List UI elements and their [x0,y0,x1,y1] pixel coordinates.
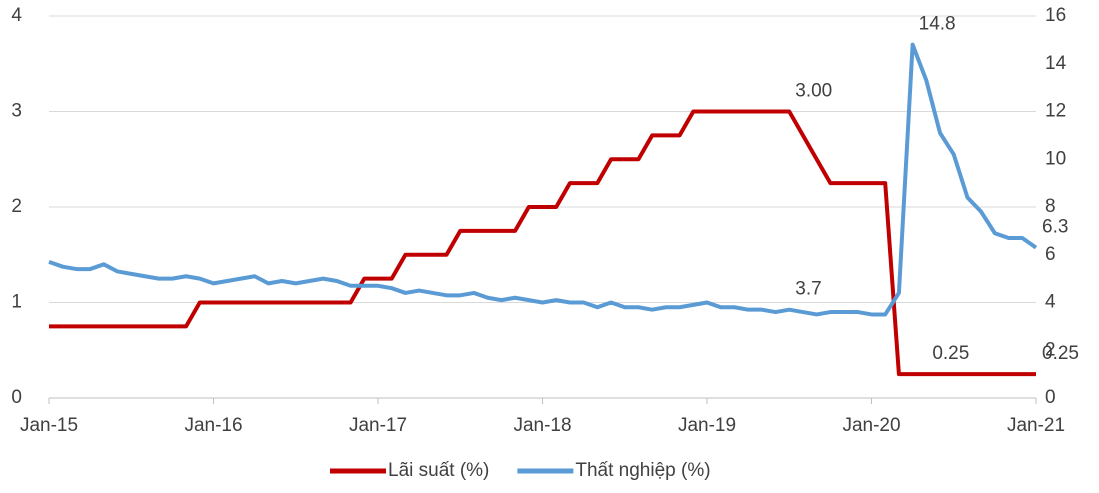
y-tick-label: 1 [11,292,22,313]
y2-tick-label: 14 [1045,53,1067,74]
x-tick-label: Jan-17 [349,415,407,436]
data-label: 0.25 [932,343,969,364]
data-label: 14.8 [919,14,956,35]
line-series [48,42,1038,317]
data-label: 3.00 [795,81,832,102]
x-tick-label: Jan-19 [678,415,736,436]
y2-tick-label: 2 [1045,339,1056,360]
data-label: 0.25 [1042,343,1079,364]
legend-label: Thất nghiệp (%) [575,460,710,481]
legend-label: Lãi suất (%) [388,460,489,481]
x-tick-label: Jan-21 [1007,415,1065,436]
x-tick-label: Jan-15 [20,415,78,436]
y-tick-label: 0 [11,387,22,408]
y2-tick-label: 6 [1045,244,1056,265]
y-tick-label: 3 [11,101,22,122]
x-tick-label: Jan-16 [184,415,242,436]
y2-tick-label: 0 [1045,387,1056,408]
y2-tick-label: 16 [1045,5,1066,26]
y-tick-label: 2 [11,196,22,217]
line-series [49,109,1036,377]
x-tick-label: Jan-18 [513,415,571,436]
y2-tick-label: 8 [1045,196,1056,217]
y-tick-label: 4 [11,5,22,26]
y2-tick-label: 4 [1045,292,1056,313]
data-label: 6.3 [1042,217,1068,238]
x-tick-label: Jan-20 [842,415,900,436]
data-label: 3.7 [795,279,821,300]
y2-tick-label: 12 [1045,101,1066,122]
y2-tick-label: 10 [1045,148,1066,169]
